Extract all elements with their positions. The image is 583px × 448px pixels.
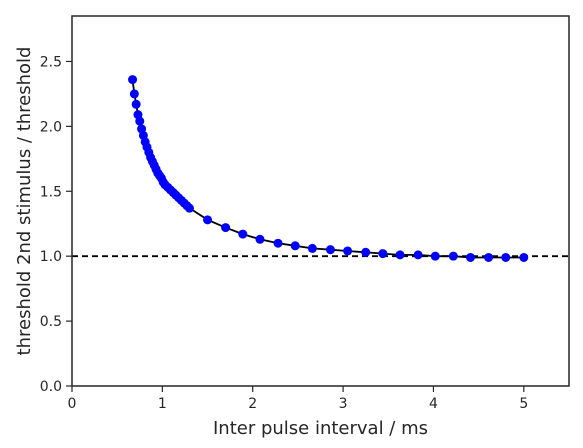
x-tick-label: 5 bbox=[519, 396, 528, 412]
data-point bbox=[131, 99, 141, 109]
data-point bbox=[501, 252, 511, 262]
y-tick-label: 1.0 bbox=[40, 249, 62, 265]
data-point bbox=[307, 243, 317, 253]
data-point bbox=[184, 203, 194, 213]
data-point bbox=[466, 252, 476, 262]
plot-marks bbox=[72, 75, 569, 262]
data-point bbox=[448, 251, 458, 261]
data-point bbox=[484, 252, 494, 262]
data-point bbox=[290, 241, 300, 251]
y-tick-label: 2.5 bbox=[40, 54, 62, 70]
data-point bbox=[361, 247, 371, 257]
x-tick-label: 3 bbox=[339, 396, 348, 412]
x-tick-label: 2 bbox=[248, 396, 257, 412]
y-axis-label: threshold 2nd stimulus / threshold bbox=[14, 47, 35, 356]
data-point bbox=[430, 251, 440, 261]
data-point bbox=[135, 116, 145, 126]
data-point bbox=[413, 250, 423, 260]
data-point bbox=[378, 249, 388, 259]
x-tick-label: 4 bbox=[429, 396, 438, 412]
data-point bbox=[255, 234, 265, 244]
plot-frame bbox=[71, 15, 570, 387]
data-point bbox=[273, 238, 283, 248]
x-tick-label: 0 bbox=[68, 396, 77, 412]
x-tick-label: 1 bbox=[158, 396, 167, 412]
data-point bbox=[221, 223, 231, 233]
data-point bbox=[343, 246, 353, 256]
data-point bbox=[325, 245, 335, 255]
axis-ticks: 0 1 2 3 4 5 0.0 0.5 1.0 1.5 2.0 2.5 bbox=[40, 54, 529, 412]
x-axis-label: Inter pulse interval / ms bbox=[213, 418, 428, 439]
data-point bbox=[395, 250, 405, 260]
series-line bbox=[131, 79, 524, 259]
y-tick-label: 2.0 bbox=[40, 119, 62, 135]
y-tick-label: 1.5 bbox=[40, 184, 62, 200]
data-point bbox=[238, 229, 248, 239]
data-point bbox=[128, 75, 138, 85]
data-point bbox=[519, 252, 529, 262]
data-point bbox=[129, 89, 139, 99]
y-tick-label: 0.5 bbox=[40, 314, 62, 330]
data-point bbox=[203, 215, 213, 225]
y-tick-label: 0.0 bbox=[40, 379, 62, 395]
